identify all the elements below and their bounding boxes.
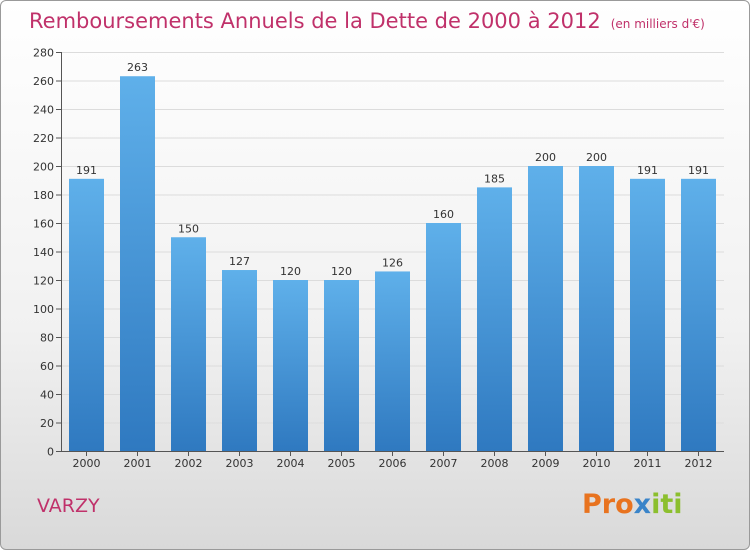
bar-value-label: 185 (484, 172, 505, 185)
y-tick-label: 0 (47, 446, 54, 459)
bar-value-label: 120 (331, 265, 352, 278)
y-tick-label: 80 (40, 332, 54, 345)
y-tick-label: 240 (33, 104, 54, 117)
x-tick-label: 2004 (277, 457, 305, 470)
y-axis: 0 20 40 60 80 100 120 140 160 180 200 220 240 260 280 (33, 47, 62, 459)
proxiti-logo: Proxiti (582, 489, 683, 520)
bar (681, 178, 716, 451)
bar-value-label: 200 (535, 151, 556, 164)
bar-value-label: 191 (688, 164, 709, 177)
y-tick-label: 120 (33, 275, 54, 288)
unit-label: (en milliers d'€) (610, 17, 705, 31)
bar (273, 280, 308, 451)
y-tick-label: 180 (33, 189, 54, 202)
bar (426, 223, 461, 451)
bar-value-label: 191 (76, 164, 97, 177)
place-name: VARZY (37, 495, 100, 517)
bar-value-label: 126 (382, 256, 403, 269)
x-tick-label: 2012 (685, 457, 713, 470)
y-tick-label: 140 (33, 246, 54, 259)
x-tick-label: 2001 (124, 457, 152, 470)
bar-value-label: 120 (280, 265, 301, 278)
bar-value-label: 191 (637, 164, 658, 177)
x-tick-label: 2008 (481, 457, 509, 470)
bar-value-label: 263 (127, 61, 148, 74)
bar (375, 271, 410, 451)
y-tick-label: 40 (40, 389, 54, 402)
bar (171, 237, 206, 451)
bar (579, 166, 614, 451)
bar (69, 178, 104, 451)
bar (528, 166, 563, 451)
y-tick-label: 20 (40, 417, 54, 430)
logo-part-2: x (633, 489, 652, 520)
bar (630, 178, 665, 451)
bar-value-label: 150 (178, 222, 199, 235)
x-tick-label: 2011 (634, 457, 662, 470)
x-tick-label: 2007 (430, 457, 458, 470)
bar (477, 187, 512, 451)
x-tick-label: 2003 (226, 457, 254, 470)
title-text: Remboursements Annuels de la Dette de 20… (29, 9, 601, 33)
y-tick-label: 100 (33, 303, 54, 316)
y-tick-label: 60 (40, 360, 54, 373)
x-tick-label: 2005 (328, 457, 356, 470)
x-tick-label: 2009 (532, 457, 560, 470)
bars: 191 263 150 127 120 120 126 160 185 200 200 191 191 (69, 61, 716, 451)
x-tick-label: 2010 (583, 457, 611, 470)
y-tick-label: 260 (33, 75, 54, 88)
bar-value-label: 160 (433, 208, 454, 221)
bar (222, 270, 257, 451)
bar-value-label: 127 (229, 255, 250, 268)
logo-part-3: iti (651, 489, 683, 520)
logo-part-1: Pro (582, 489, 634, 520)
bar-value-label: 200 (586, 151, 607, 164)
x-tick-label: 2006 (379, 457, 407, 470)
x-tick-label: 2000 (73, 457, 101, 470)
y-tick-label: 220 (33, 132, 54, 145)
bar-chart: 020406080100120140160180200220240260280 … (33, 47, 724, 470)
x-tick-label: 2002 (175, 457, 203, 470)
y-tick-label: 280 (33, 47, 54, 60)
bar (120, 76, 155, 451)
bar (324, 280, 359, 451)
x-axis: 2000 2001 2002 2003 2004 2005 2006 2007 2008 2009… (61, 451, 724, 470)
y-tick-label: 200 (33, 161, 54, 174)
chart-title: Remboursements Annuels de la Dette de 20… (29, 9, 705, 33)
y-tick-label: 160 (33, 218, 54, 231)
